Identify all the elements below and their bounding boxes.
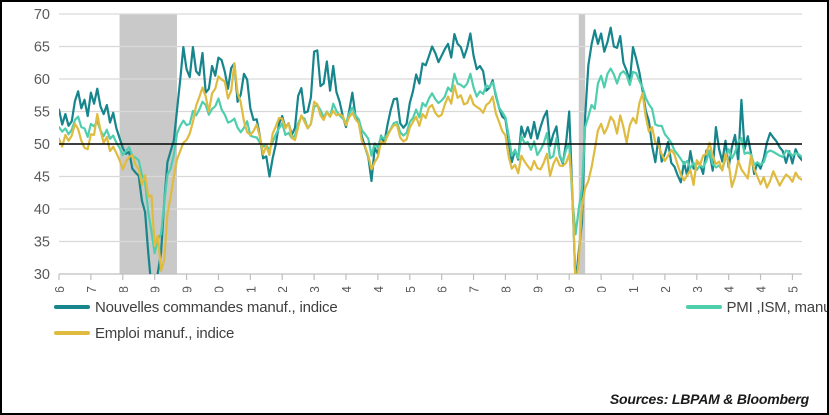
line-chart-svg: 70 65 60 55 50 45 40 35 30 juil.-06 mai-07 mars-08…	[34, 7, 802, 292]
x-tick-janv.-14: janv.-14	[339, 286, 354, 292]
legend-label-nouvelles-commandes: Nouvelles commandes manuf., indice	[95, 298, 338, 316]
legend-item-pmi-ism[interactable]: PMI ,ISM, manuf. indice	[685, 298, 828, 316]
x-tick-juil.-06: juil.-06	[52, 286, 67, 292]
y-tick-70: 70	[34, 7, 50, 23]
x-tick-mai-07: mai-07	[84, 286, 99, 292]
x-tick-sept.-10: sept.-10	[211, 286, 226, 292]
x-tick-sept.-20: sept.-20	[594, 286, 609, 292]
source-note: Sources: LBPAM & Bloomberg	[609, 391, 809, 407]
legend-row-2: Emploi manuf., indice	[2, 320, 827, 346]
x-tick-mars-18: mars-18	[498, 286, 513, 292]
legend-swatch-pmi-ism	[685, 305, 722, 309]
x-tick-mars-08: mars-08	[116, 286, 131, 292]
legend-label-emploi: Emploi manuf., indice	[95, 324, 235, 342]
x-tick-mars-13: mars-13	[307, 286, 322, 292]
series-line-0	[59, 26, 802, 274]
x-tick-juil.-11: juil.-11	[243, 286, 258, 292]
x-tick-mars-23: mars-23	[690, 286, 705, 292]
x-tick-juil.-21: juil.-21	[626, 286, 641, 292]
x-tick-sept.-25: sept.-25	[785, 286, 800, 292]
plot-area: 70 65 60 55 50 45 40 35 30 juil.-06 mai-07 mars-08…	[2, 2, 827, 292]
legend-label-pmi-ism: PMI ,ISM, manuf. indice	[726, 298, 828, 316]
y-tick-30: 30	[34, 267, 50, 283]
x-tick-nov.-09: nov.-09	[180, 286, 195, 292]
x-tick-nov.-24: nov.-24	[754, 286, 769, 292]
x-tick-juil.-16: juil.-16	[435, 286, 450, 292]
legend-swatch-emploi	[54, 331, 90, 335]
x-tick-nov.-14: nov.-14	[371, 286, 386, 292]
y-axis-tick-labels: 70 65 60 55 50 45 40 35 30	[34, 7, 50, 283]
series-line-1	[59, 67, 802, 255]
x-tick-marks	[58, 274, 794, 280]
x-tick-janv.-19: janv.-19	[530, 286, 545, 292]
x-tick-janv.-24: janv.-24	[722, 286, 737, 292]
x-tick-mai-22: mai-22	[658, 286, 673, 292]
x-tick-mai-12: mai-12	[275, 286, 290, 292]
x-tick-nov.-19: nov.-19	[562, 286, 577, 292]
y-tick-40: 40	[34, 202, 50, 218]
legend-row-1: Nouvelles commandes manuf., indice PMI ,…	[2, 294, 828, 320]
y-tick-45: 45	[34, 170, 50, 186]
y-tick-35: 35	[34, 235, 50, 251]
x-axis-tick-labels: juil.-06 mai-07 mars-08 janv.-09 nov.-09 sept…	[52, 286, 800, 292]
legend-item-emploi[interactable]: Emploi manuf., indice	[54, 325, 234, 342]
legend-item-nouvelles-commandes[interactable]: Nouvelles commandes manuf., indice	[54, 299, 338, 316]
y-tick-55: 55	[34, 105, 50, 121]
legend-swatch-nouvelles-commandes	[54, 305, 90, 309]
y-tick-60: 60	[34, 72, 50, 88]
x-tick-mai-17: mai-17	[467, 286, 482, 292]
y-tick-65: 65	[34, 40, 50, 56]
y-tick-50: 50	[34, 137, 50, 153]
chart-legend: Nouvelles commandes manuf., indice PMI ,…	[2, 294, 828, 413]
x-tick-sept.-15: sept.-15	[403, 286, 418, 292]
x-tick-janv.-09: janv.-09	[148, 286, 163, 292]
